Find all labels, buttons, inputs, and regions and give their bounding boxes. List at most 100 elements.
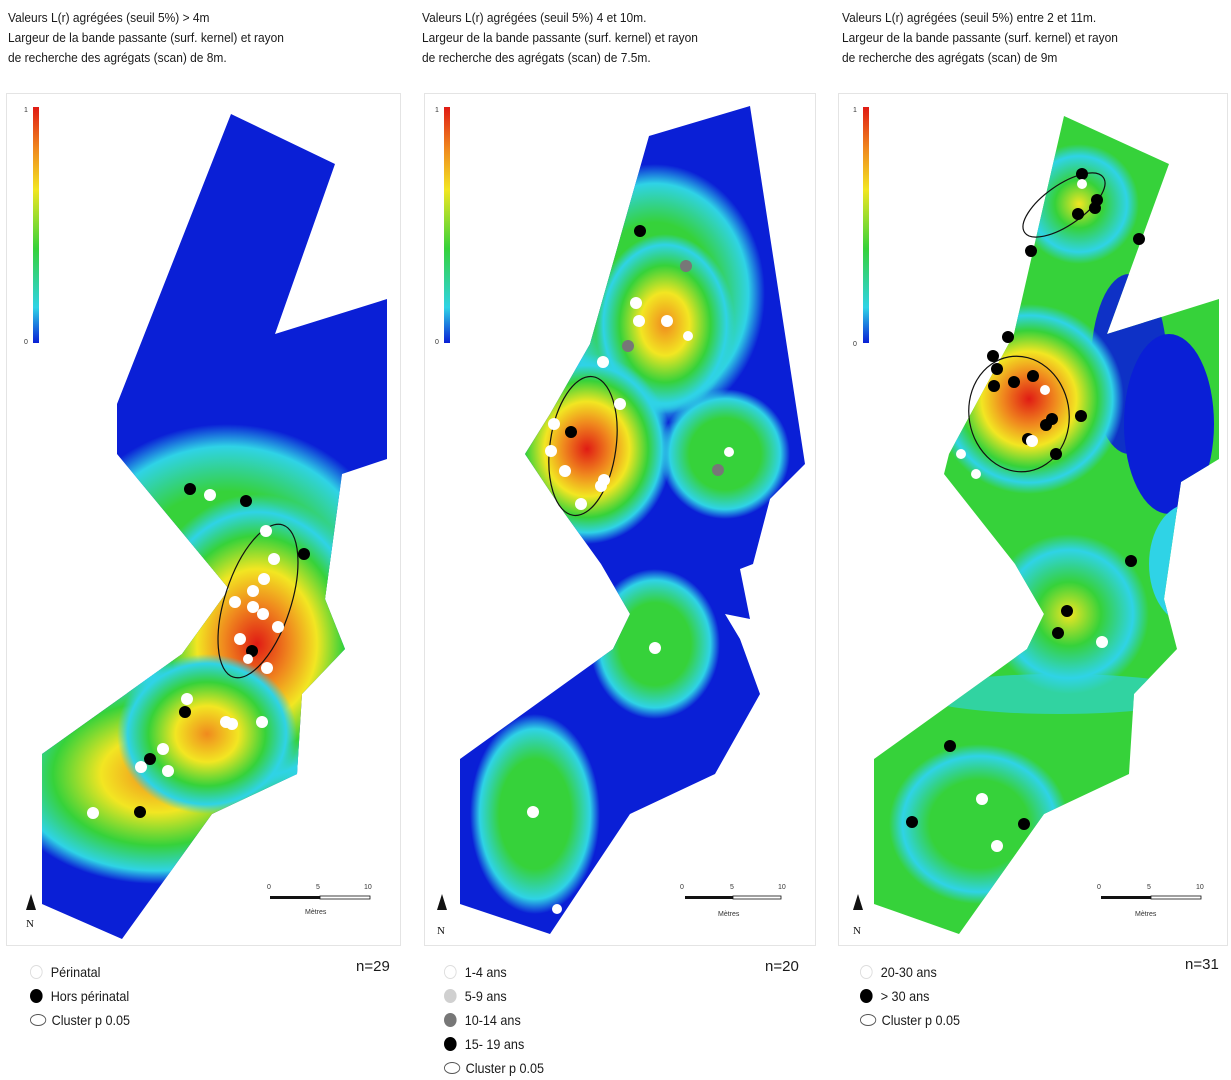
point-perinatal	[157, 743, 169, 755]
panel-1-map: 1 0	[6, 93, 401, 946]
point-perinatal	[257, 608, 269, 620]
scale-tick-10: 10	[364, 884, 372, 891]
panel-1-legend: Périnatal Hors périnatal Cluster p 0.05	[30, 960, 130, 1032]
point-perinatal	[229, 596, 241, 608]
north-label: N	[437, 925, 445, 937]
point-over-30	[1040, 419, 1052, 431]
legend-item-cluster: Cluster p 0.05	[444, 1056, 544, 1080]
scale-bar: 0 5 10 Mètres	[680, 884, 786, 918]
black-dot-icon	[860, 989, 873, 1003]
point-15-19	[634, 225, 646, 237]
point-perinatal	[247, 585, 259, 597]
ramp-min-label: 0	[24, 339, 28, 346]
point-over-30	[1050, 448, 1062, 460]
ellipse-icon	[444, 1062, 461, 1074]
point-over-30	[987, 350, 999, 362]
point-perinatal	[181, 693, 193, 705]
panel-3-n: n=31	[1185, 956, 1219, 973]
point-over-30	[1076, 168, 1088, 180]
density-surface	[460, 106, 805, 934]
point-perinatal	[258, 573, 270, 585]
legend-label: 20-30 ans	[880, 964, 937, 980]
scale-tick-0: 0	[267, 884, 271, 891]
panel-2-map: 1 0	[424, 93, 816, 946]
point-1-4	[545, 445, 557, 457]
point-15-19	[565, 426, 577, 438]
legend-label: 15- 19 ans	[464, 1036, 525, 1052]
point-hors-perinatal	[246, 645, 258, 657]
point-20-30	[1077, 179, 1087, 189]
density-surface	[874, 116, 1219, 934]
point-1-4	[724, 447, 734, 457]
point-1-4	[683, 331, 693, 341]
point-20-30	[991, 840, 1003, 852]
panel-1-n: n=29	[356, 958, 390, 975]
ramp-min-label: 0	[435, 339, 439, 346]
ramp-min-label: 0	[853, 341, 857, 348]
panel-3-title: Valeurs L(r) agrégées (seuil 5%) entre 2…	[842, 8, 1118, 68]
panel-3-title-line-1: Valeurs L(r) agrégées (seuil 5%) entre 2…	[842, 10, 1097, 25]
point-over-30	[1133, 233, 1145, 245]
ellipse-icon	[30, 1014, 47, 1026]
point-perinatal	[234, 633, 246, 645]
point-over-30	[1008, 376, 1020, 388]
point-1-4	[595, 480, 607, 492]
panel-2-map-svg: 1 0	[435, 106, 805, 937]
point-over-30	[1072, 208, 1084, 220]
scale-bar: 0 5 10 Mètres	[1097, 884, 1204, 918]
point-over-30	[991, 363, 1003, 375]
ramp-max-label: 1	[24, 107, 28, 114]
point-layer	[87, 483, 359, 819]
legend-item-hors-perinatal: Hors périnatal	[30, 984, 130, 1008]
legend-item-20-30: 20-30 ans	[860, 960, 960, 984]
panel-1-title-line-3: de recherche des agrégats (scan) de 8m.	[8, 50, 227, 65]
scale-tick-5: 5	[730, 884, 734, 891]
point-over-30	[1125, 555, 1137, 567]
color-ramp	[33, 107, 39, 343]
legend-label: Cluster p 0.05	[51, 1012, 131, 1028]
legend-label: 5-9 ans	[464, 988, 507, 1004]
panel-2-n: n=20	[765, 958, 799, 975]
point-1-4	[552, 904, 562, 914]
point-20-30	[956, 449, 966, 459]
point-1-4	[630, 297, 642, 309]
point-over-30	[1089, 202, 1101, 214]
point-1-4	[649, 642, 661, 654]
point-hors-perinatal	[144, 753, 156, 765]
point-1-4	[559, 465, 571, 477]
point-1-4	[614, 398, 626, 410]
point-10-14	[712, 464, 724, 476]
scale-bar: 0 5 10 Mètres	[267, 884, 372, 916]
point-perinatal	[349, 510, 359, 520]
scale-tick-5: 5	[316, 884, 320, 891]
point-hors-perinatal	[134, 806, 146, 818]
legend-label: > 30 ans	[880, 988, 930, 1004]
cluster-ellipse	[1022, 172, 1106, 238]
white-dot-icon	[30, 965, 43, 979]
legend-label: Cluster p 0.05	[465, 1060, 545, 1076]
point-20-30	[1096, 636, 1108, 648]
scale-tick-0: 0	[1097, 884, 1101, 891]
point-over-30	[1075, 410, 1087, 422]
panel-1-title: Valeurs L(r) agrégées (seuil 5%) > 4m La…	[8, 8, 284, 68]
north-arrow-icon	[26, 894, 36, 910]
point-perinatal	[162, 765, 174, 777]
panel-2-title-line-1: Valeurs L(r) agrégées (seuil 5%) 4 et 10…	[422, 10, 647, 25]
point-20-30	[971, 469, 981, 479]
point-over-30	[1002, 331, 1014, 343]
panel-1-title-line-2: Largeur de la bande passante (surf. kern…	[8, 30, 284, 45]
legend-item-cluster: Cluster p 0.05	[860, 1008, 960, 1032]
point-1-4	[548, 418, 560, 430]
panel-1-title-line-1: Valeurs L(r) agrégées (seuil 5%) > 4m	[8, 10, 210, 25]
point-over-30	[1025, 245, 1037, 257]
legend-item-10-14: 10-14 ans	[444, 1008, 544, 1032]
grey-dot-icon	[444, 1013, 457, 1027]
point-over-30	[1061, 605, 1073, 617]
white-dot-icon	[444, 965, 457, 979]
legend-item-perinatal: Périnatal	[30, 960, 130, 984]
panel-2-title: Valeurs L(r) agrégées (seuil 5%) 4 et 10…	[422, 8, 698, 68]
panel-2-title-line-3: de recherche des agrégats (scan) de 7.5m…	[422, 50, 651, 65]
color-ramp	[444, 107, 450, 343]
black-dot-icon	[30, 989, 43, 1003]
point-1-4	[597, 356, 609, 368]
